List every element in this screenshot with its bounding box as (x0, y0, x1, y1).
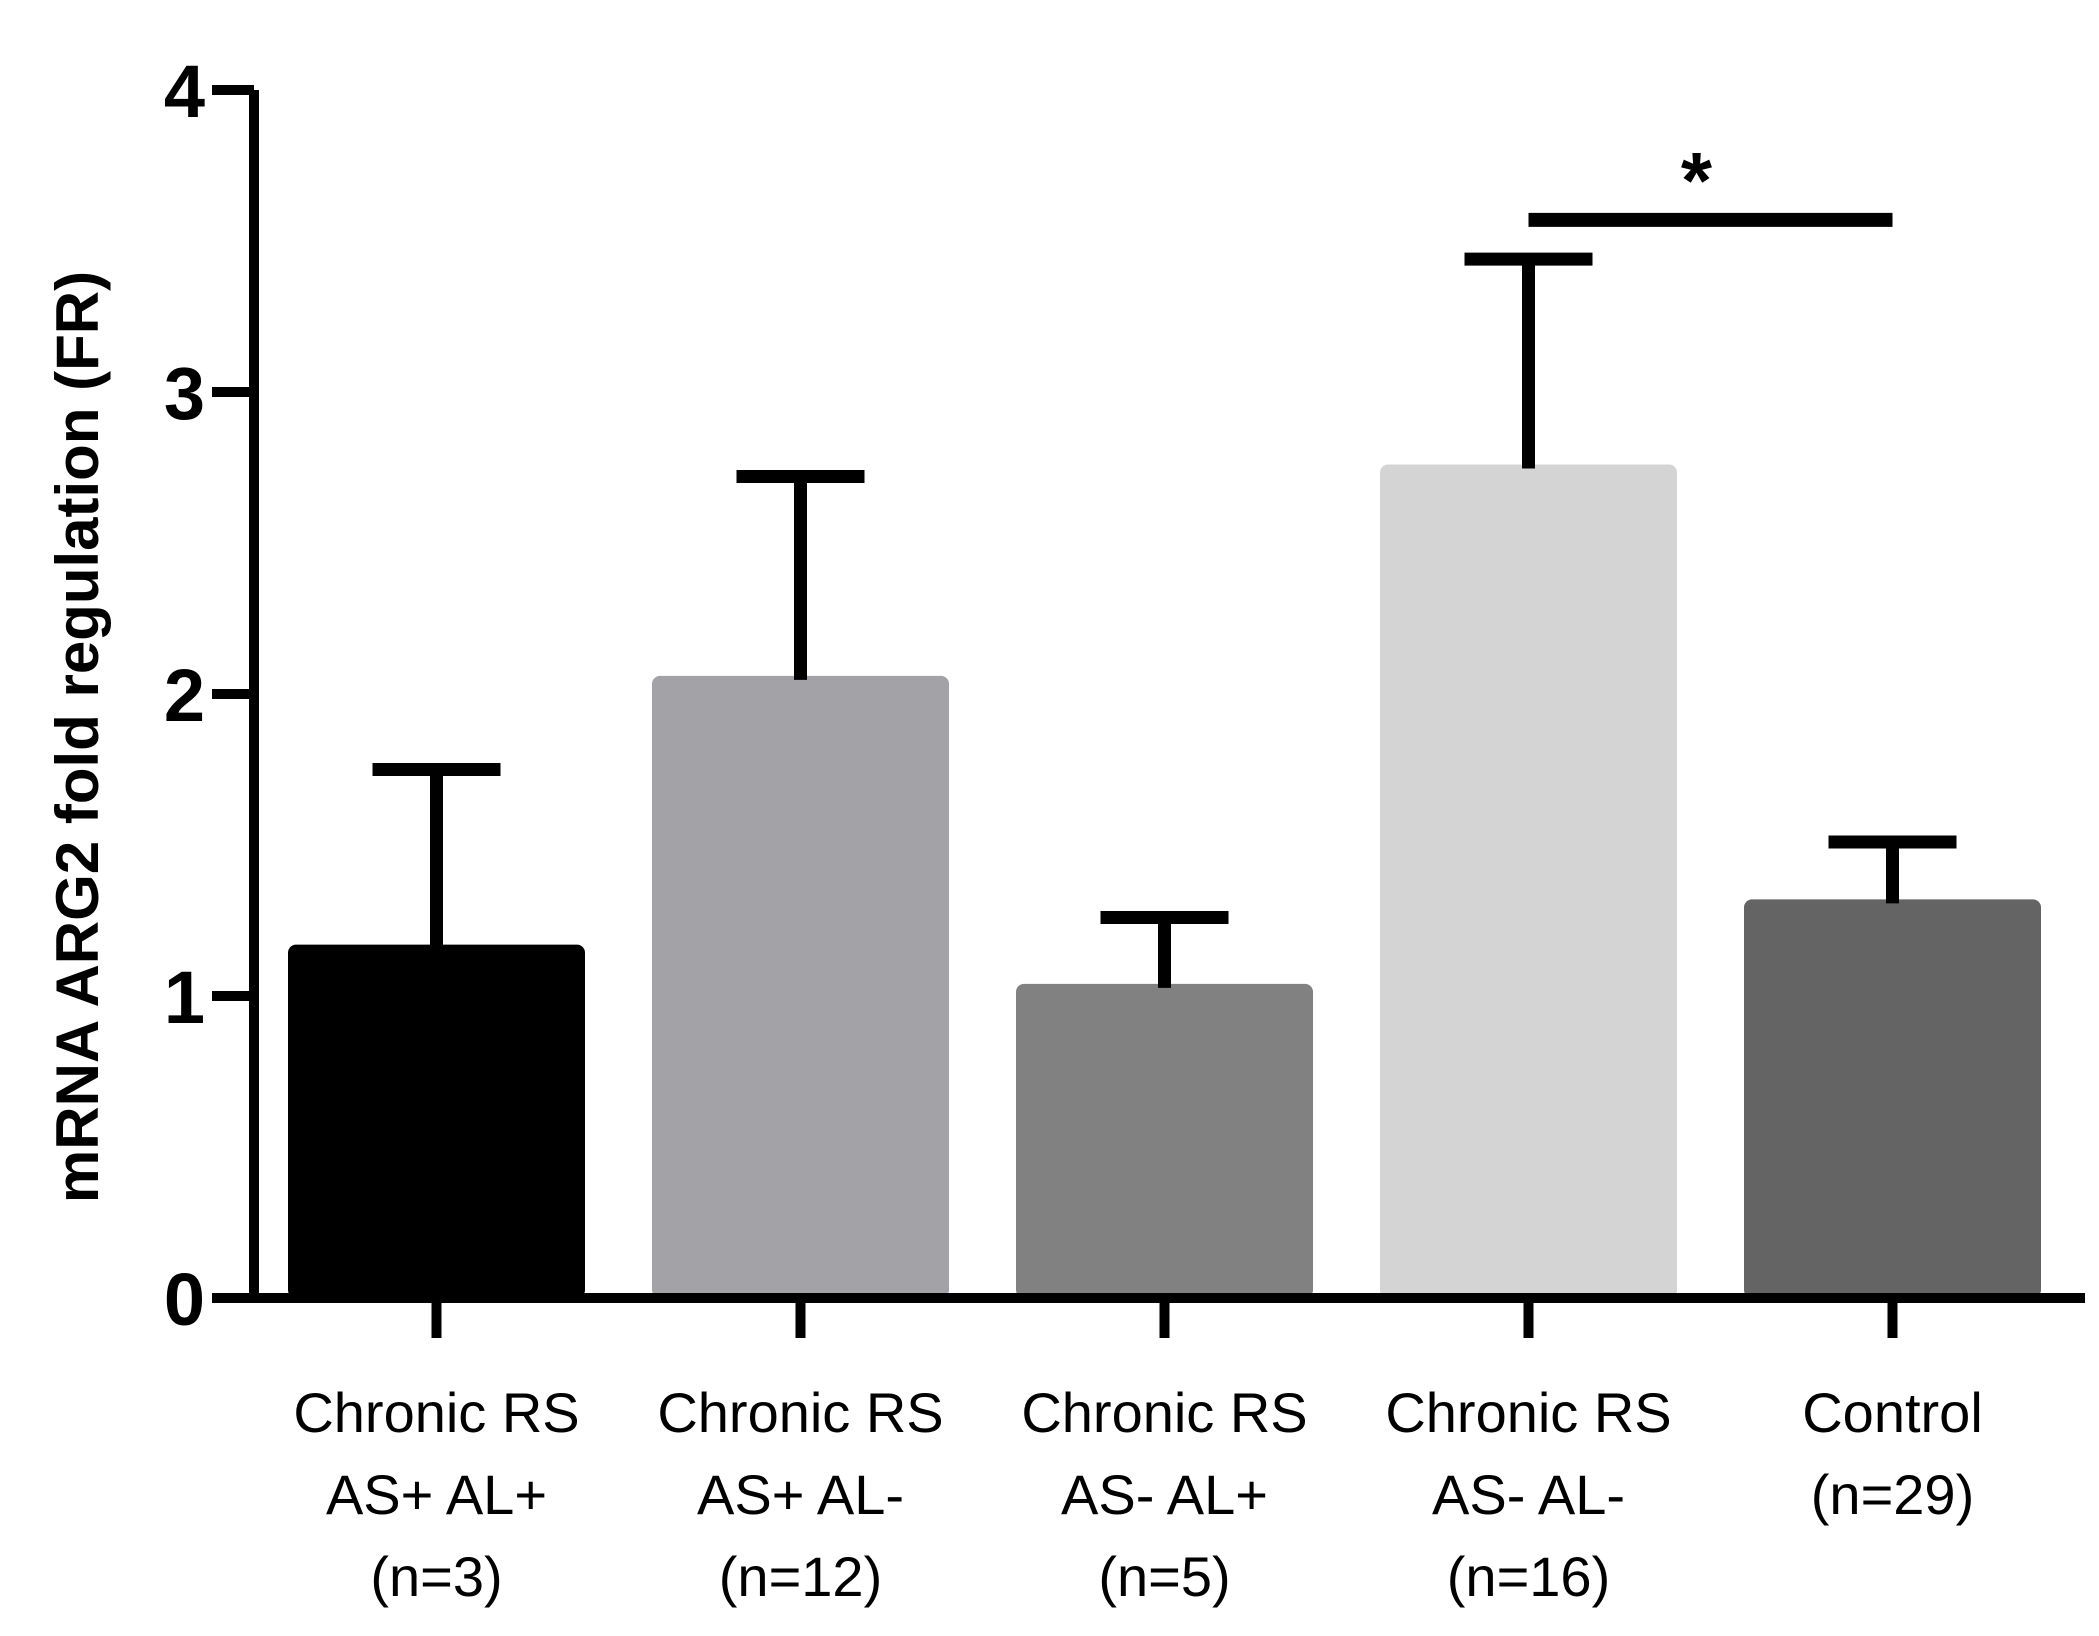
y-ticks-group: 0 1 2 3 4 (164, 50, 254, 1341)
x-tick-label-2-line-3: (n=12) (719, 1545, 882, 1608)
significance-group: * (1528, 136, 1893, 227)
bar-5 (1744, 899, 2041, 1298)
x-tick-label-1-line-3: (n=3) (370, 1545, 502, 1608)
x-tick-label-1-line-2: AS+ AL+ (326, 1463, 547, 1526)
x-tick-label-5: Control (n=29) (1802, 1381, 1983, 1526)
x-tick-label-5-line-1: Control (1802, 1381, 1983, 1444)
error-bars-group (372, 252, 1957, 988)
x-ticks-group: Chronic RS AS+ AL+ (n=3) Chronic RS AS+ AL- (… (293, 1298, 1983, 1608)
x-tick-label-2-line-1: Chronic RS (657, 1381, 943, 1444)
x-tick-label-4-line-2: AS- AL- (1432, 1463, 1625, 1526)
x-tick-label-2: Chronic RS AS+ AL- (n=12) (657, 1381, 943, 1608)
x-tick-label-4: Chronic RS AS- AL- (n=16) (1385, 1381, 1671, 1608)
bar-4 (1380, 464, 1677, 1299)
bar-1 (288, 944, 585, 1298)
y-tick-label-1: 1 (164, 956, 205, 1039)
x-tick-label-3-line-2: AS- AL+ (1061, 1463, 1268, 1526)
x-tick-label-3-line-1: Chronic RS (1021, 1381, 1307, 1444)
y-tick-label-0: 0 (164, 1258, 205, 1341)
x-tick-label-4-line-1: Chronic RS (1385, 1381, 1671, 1444)
x-tick-label-1: Chronic RS AS+ AL+ (n=3) (293, 1381, 579, 1608)
significance-star-1: * (1681, 136, 1713, 225)
x-tick-label-1-line-1: Chronic RS (293, 1381, 579, 1444)
y-tick-label-3: 3 (164, 352, 205, 435)
bar-3 (1016, 983, 1313, 1298)
y-axis-title-group: mRNA ARG2 fold regulation (FR) (44, 271, 111, 1203)
bars-group (288, 464, 2041, 1299)
y-tick-label-2: 2 (164, 654, 205, 737)
y-axis-title: mRNA ARG2 fold regulation (FR) (44, 271, 111, 1203)
x-tick-label-2-line-2: AS+ AL- (697, 1463, 904, 1526)
x-tick-label-5-line-2: (n=29) (1811, 1463, 1974, 1526)
bar-2 (652, 675, 949, 1298)
x-tick-label-4-line-3: (n=16) (1447, 1545, 1610, 1608)
x-tick-label-3-line-3: (n=5) (1098, 1545, 1230, 1608)
x-tick-label-3: Chronic RS AS- AL+ (n=5) (1021, 1381, 1307, 1608)
y-tick-label-4: 4 (164, 50, 205, 133)
